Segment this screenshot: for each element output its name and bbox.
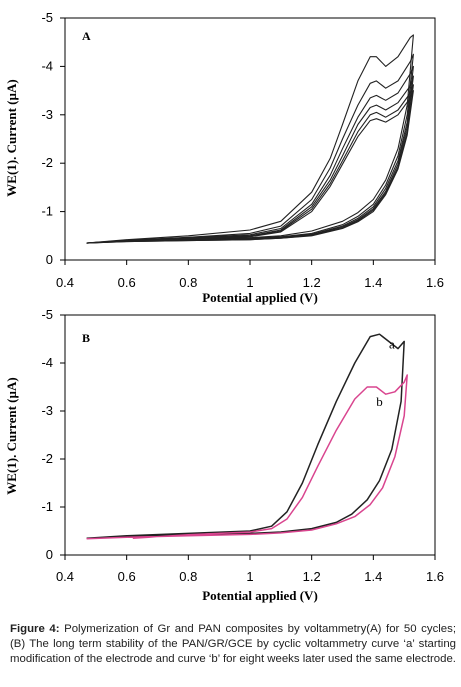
y-tick-label: -3 <box>41 107 53 122</box>
x-tick-label: 0.6 <box>118 275 136 290</box>
y-axis-label: WE(1). Current (µA) <box>4 79 19 196</box>
x-tick-label: 1.6 <box>426 569 444 584</box>
curve-annotation: b <box>376 394 383 409</box>
y-tick-label: -4 <box>41 58 53 73</box>
y-tick-label: 0 <box>46 252 53 267</box>
series-line-a <box>86 333 405 539</box>
curve-annotation: a <box>389 337 395 352</box>
series-line-5 <box>86 84 414 244</box>
x-tick-label: 1.2 <box>303 569 321 584</box>
panel-label: B <box>82 331 90 345</box>
x-axis-label: Potential applied (V) <box>202 290 318 305</box>
series-line-6 <box>86 90 414 244</box>
y-tick-label: -2 <box>41 451 53 466</box>
plot-frame <box>64 314 436 556</box>
series-line-2 <box>86 53 414 244</box>
x-axis-label: Potential applied (V) <box>202 588 318 603</box>
caption-text: Polymerization of Gr and PAN composites … <box>10 623 456 665</box>
y-tick-label: -5 <box>41 10 53 25</box>
x-tick-label: 0.8 <box>179 569 197 584</box>
y-tick-label: -4 <box>41 355 53 370</box>
panel-label: A <box>82 29 91 43</box>
y-tick-label: -3 <box>41 403 53 418</box>
x-tick-label: 0.6 <box>118 569 136 584</box>
x-tick-label: 1 <box>246 275 253 290</box>
x-tick-label: 1.4 <box>364 275 382 290</box>
caption-label: Figure 4: <box>10 623 60 635</box>
x-tick-label: 0.8 <box>179 275 197 290</box>
x-tick-label: 0.4 <box>56 275 74 290</box>
figure-caption: Figure 4: Polymerization of Gr and PAN c… <box>10 622 456 667</box>
plot-frame <box>64 17 436 261</box>
y-tick-label: -1 <box>41 204 53 219</box>
y-axis-label: WE(1). Current (µA) <box>4 377 19 494</box>
x-tick-label: 1.6 <box>426 275 444 290</box>
y-tick-label: -2 <box>41 155 53 170</box>
chart-panel-b: 0.4 0.6 0.8 1 1.2 1.4 1.6 -5 -4 -3 -2 -1 0 Potential … <box>4 307 444 603</box>
figure-charts: 0.4 0.6 0.8 1 1.2 1.4 1.6 -5 -4 -3 -2 -1 0 Potential … <box>4 10 444 603</box>
y-tick-label: -1 <box>41 499 53 514</box>
x-tick-label: 1.4 <box>364 569 382 584</box>
series-line-b <box>86 374 408 540</box>
x-tick-label: 0.4 <box>56 569 74 584</box>
y-tick-label: 0 <box>46 547 53 562</box>
chart-panel-a: 0.4 0.6 0.8 1 1.2 1.4 1.6 -5 -4 -3 -2 -1 0 Potential … <box>4 10 444 305</box>
y-tick-label: -5 <box>41 307 53 322</box>
x-tick-label: 1 <box>246 569 253 584</box>
series-line-1 <box>86 34 414 244</box>
x-tick-label: 1.2 <box>303 275 321 290</box>
